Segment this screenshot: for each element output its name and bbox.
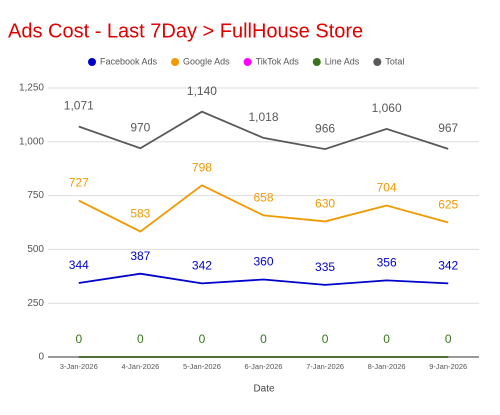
- data-label: 970: [130, 120, 150, 134]
- data-label: 583: [130, 207, 150, 221]
- series-line: [78, 110, 449, 151]
- x-tick-label: 8-Jan-2026: [368, 362, 406, 371]
- x-tick-label: 9-Jan-2026: [429, 362, 467, 371]
- data-label: 1,018: [248, 110, 278, 124]
- chart-title: Ads Cost - Last 7Day > FullHouse Store: [8, 20, 363, 42]
- data-label: 344: [69, 258, 89, 272]
- y-tick-label: 500: [27, 244, 44, 255]
- data-label: 356: [377, 256, 397, 270]
- legend-label: Facebook Ads: [100, 56, 158, 66]
- y-tick-label: 0: [38, 352, 44, 363]
- x-axis-label: Date: [253, 384, 275, 395]
- data-label: 335: [315, 260, 335, 274]
- data-label: 360: [253, 255, 273, 269]
- legend-marker: [171, 58, 180, 66]
- data-label: 1,071: [64, 99, 94, 113]
- data-label: 342: [192, 259, 212, 273]
- legend-label: TikTok Ads: [256, 56, 300, 66]
- legend-marker: [312, 58, 321, 66]
- legend-marker: [88, 58, 96, 66]
- series-line: [78, 272, 449, 286]
- data-label: 0: [322, 332, 329, 346]
- legend-label: Total: [385, 56, 404, 66]
- data-label: 0: [383, 332, 390, 346]
- x-tick-label: 5-Jan-2026: [183, 362, 221, 371]
- data-label: 630: [315, 197, 335, 211]
- data-label: 704: [377, 181, 397, 195]
- data-label: 0: [137, 332, 144, 346]
- data-label: 0: [260, 332, 267, 346]
- y-tick-label: 1,000: [19, 136, 44, 147]
- data-label: 0: [199, 332, 206, 346]
- data-label: 387: [130, 249, 150, 263]
- data-label: 967: [438, 121, 458, 135]
- y-tick-label: 750: [27, 190, 44, 201]
- series-line: [78, 184, 449, 233]
- data-label: 0: [75, 332, 82, 346]
- legend-marker: [373, 58, 382, 66]
- data-label: 625: [438, 198, 458, 212]
- x-tick-label: 6-Jan-2026: [245, 362, 283, 371]
- data-label: 0: [445, 332, 452, 346]
- legend-label: Google Ads: [183, 56, 230, 66]
- y-tick-label: 1,250: [19, 83, 44, 94]
- x-tick-label: 4-Jan-2026: [121, 362, 159, 371]
- legend-marker: [243, 58, 252, 66]
- data-label: 727: [69, 176, 89, 190]
- data-label: 658: [253, 191, 273, 205]
- data-label: 966: [315, 121, 335, 135]
- x-tick-label: 3-Jan-2026: [60, 362, 98, 371]
- data-label: 1,060: [372, 101, 402, 115]
- data-label: 342: [438, 259, 458, 273]
- x-tick-label: 7-Jan-2026: [306, 362, 344, 371]
- legend-label: Line Ads: [325, 56, 360, 66]
- data-label: 798: [192, 160, 212, 174]
- data-label: 1,140: [187, 84, 217, 98]
- y-tick-label: 250: [27, 298, 44, 309]
